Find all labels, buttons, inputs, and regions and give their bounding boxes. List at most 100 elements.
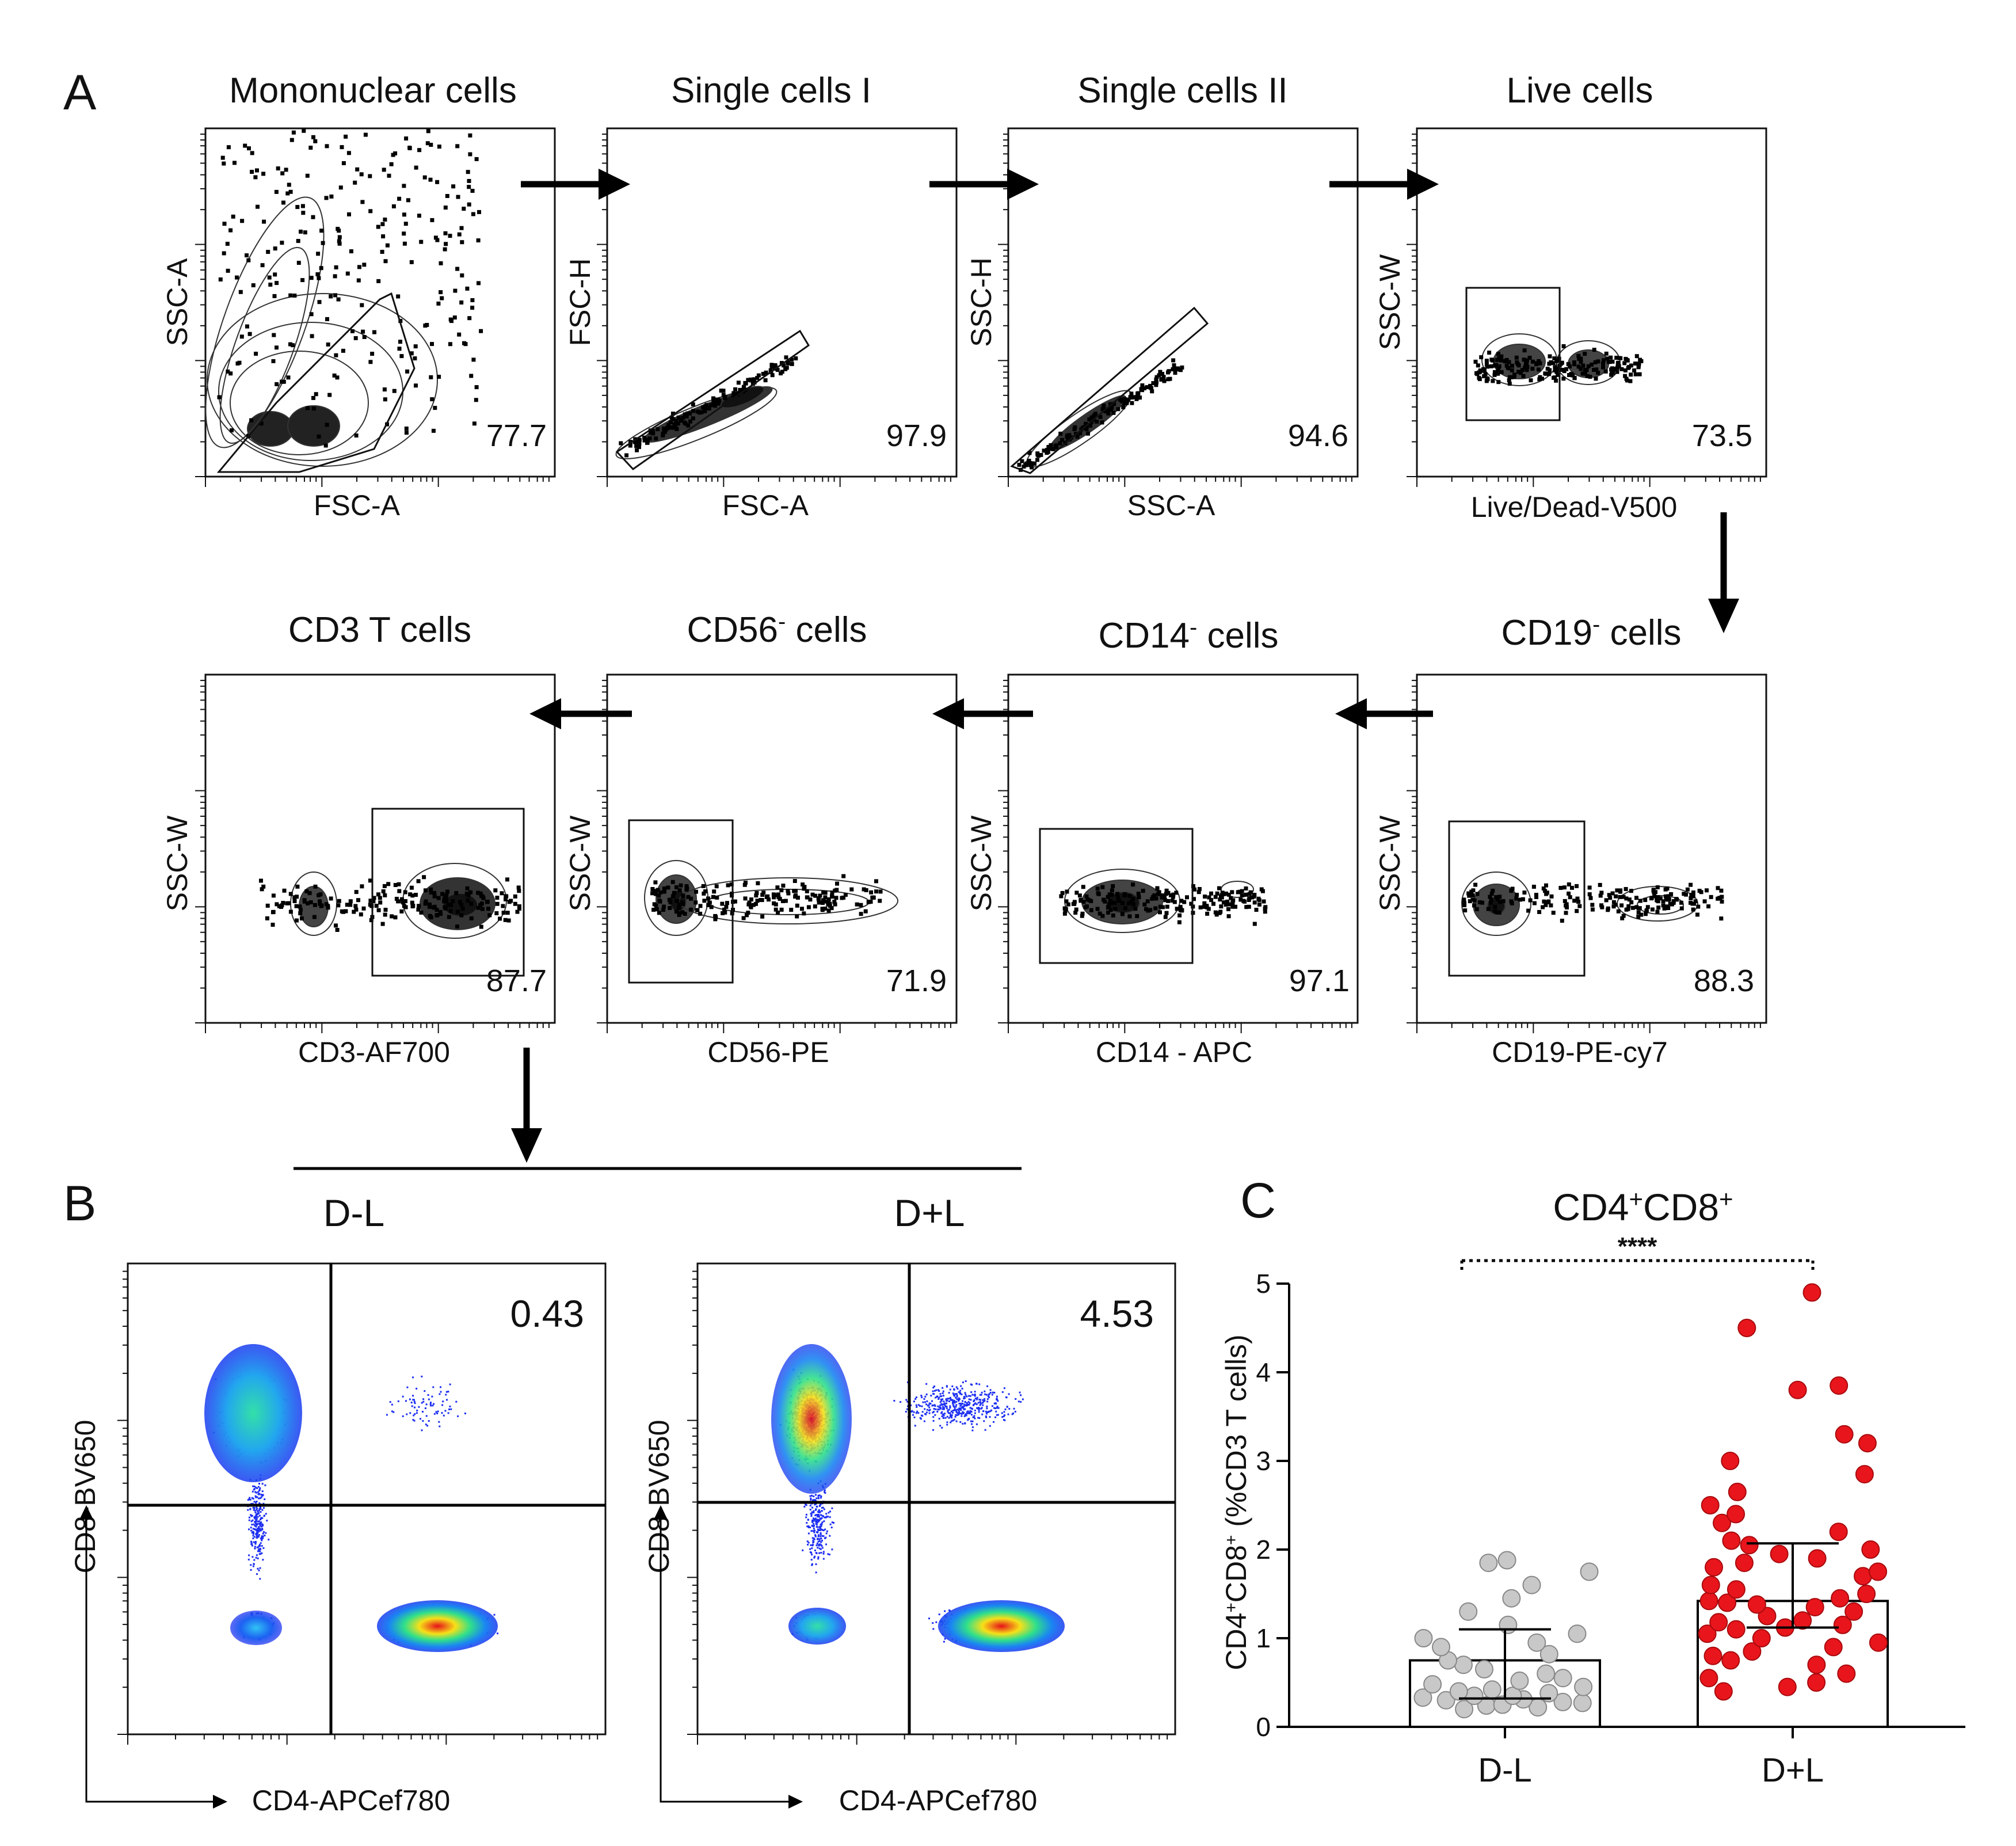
- data-point: [1568, 1624, 1587, 1643]
- y-axis-label: CD8-BV650: [643, 1420, 675, 1574]
- quadrant-plot-d-plus-l: D+L 4.53 CD4-APCef780 CD8-BV650: [643, 1192, 1176, 1817]
- data-point: [1423, 1675, 1442, 1694]
- panel-letter-c: C: [1240, 1173, 1276, 1228]
- tick-marks: [597, 680, 951, 1033]
- plot-title: CD56- cells: [687, 609, 867, 650]
- data-point: [1510, 1671, 1529, 1690]
- data-point: [1833, 1615, 1852, 1634]
- data-point: [1499, 1615, 1518, 1634]
- density-blob-cd4: [377, 1600, 498, 1652]
- ylabel-tail: (%CD3 T cells): [1220, 1334, 1252, 1535]
- data-point: [1709, 1613, 1728, 1632]
- category-label: D-L: [1478, 1752, 1531, 1789]
- gate-percent: 73.5: [1692, 418, 1752, 453]
- title-superscript: -: [1190, 615, 1197, 640]
- significance-stars: ****: [1618, 1232, 1657, 1261]
- data-point: [1802, 1283, 1821, 1302]
- error-bars: [1459, 1542, 1839, 1700]
- density-blob-cd4: [938, 1600, 1065, 1652]
- title-tail: cells: [1600, 613, 1681, 653]
- gate-percent: 88.3: [1694, 964, 1754, 998]
- y-axis-label: SSC-H: [965, 257, 997, 347]
- data-point: [1432, 1638, 1450, 1657]
- x-axis-label: CD3-AF700: [298, 1036, 450, 1068]
- data-point: [1537, 1664, 1556, 1683]
- data-point: [1454, 1655, 1473, 1674]
- x-axis-label: CD4-APCef780: [252, 1784, 451, 1817]
- title-superscript: -: [778, 609, 786, 634]
- data-point: [1869, 1633, 1888, 1652]
- data-point: [1475, 1660, 1493, 1678]
- data-point: [1699, 1669, 1718, 1688]
- data-point: [1829, 1523, 1848, 1541]
- title-superscript: -: [1592, 612, 1600, 637]
- tick-marks: [687, 1270, 1168, 1745]
- data-point: [1573, 1693, 1592, 1712]
- y-axis-label: SSC-W: [1374, 815, 1406, 911]
- y-tick-label: 0: [1256, 1712, 1271, 1742]
- y-axis-label: CD8-BV650: [69, 1420, 101, 1574]
- density-blob-dn: [230, 1611, 282, 1645]
- y-axis-label: SSC-W: [965, 815, 997, 911]
- flow-arrow-right-1: [521, 169, 630, 200]
- gating-plot-cd14-neg: CD14- cells 97.1 CD14 - APC SSC-W: [965, 615, 1359, 1068]
- y-tick-label: 5: [1256, 1269, 1271, 1299]
- group-label: D+L: [894, 1192, 965, 1234]
- x-axis-label: CD4-APCef780: [839, 1784, 1038, 1817]
- data-points: [1413, 1283, 1888, 1719]
- data-point: [1835, 1425, 1854, 1444]
- data-point: [1701, 1496, 1720, 1514]
- gate-percent: 97.9: [886, 418, 947, 453]
- plot-frame: [1007, 673, 1359, 1024]
- ylabel-part-a: CD4: [1220, 1613, 1252, 1670]
- data-point: [1479, 1554, 1498, 1573]
- y-tick-label: 4: [1256, 1357, 1271, 1387]
- gate-percent: 94.6: [1288, 418, 1348, 453]
- scatter-events: [1462, 882, 1724, 923]
- data-point: [1861, 1540, 1880, 1559]
- plot-title: CD3 T cells: [288, 610, 471, 650]
- x-axis-label: CD56-PE: [707, 1036, 829, 1068]
- contour-population: [205, 196, 438, 467]
- data-point: [1747, 1595, 1766, 1614]
- plot-title: Live cells: [1507, 71, 1653, 111]
- scatter-events: [259, 875, 521, 932]
- data-point: [1807, 1655, 1826, 1674]
- data-point: [1455, 1700, 1474, 1719]
- title-sup-a: +: [1629, 1185, 1643, 1212]
- data-point: [1553, 1692, 1572, 1711]
- data-point: [1713, 1513, 1731, 1532]
- data-point: [1699, 1592, 1718, 1611]
- title-main: CD14: [1098, 616, 1190, 656]
- quadrant-percent: 4.53: [1080, 1292, 1154, 1335]
- data-point: [1580, 1562, 1599, 1581]
- data-point: [1574, 1677, 1593, 1696]
- gate-rectangle: [1465, 287, 1561, 421]
- gate-percent: 71.9: [886, 964, 947, 998]
- axis-orientation-arrows-1: [79, 1505, 227, 1809]
- plot-title: Single cells I: [671, 71, 871, 111]
- data-point: [1698, 1624, 1717, 1643]
- plot-title: Mononuclear cells: [229, 71, 517, 111]
- tick-marks: [117, 1270, 599, 1745]
- data-point: [1855, 1465, 1874, 1484]
- flow-arrow-left-3: [529, 698, 632, 729]
- data-point: [1737, 1319, 1756, 1337]
- data-point: [1714, 1682, 1733, 1701]
- data-point: [1718, 1593, 1737, 1612]
- data-point: [1793, 1611, 1812, 1630]
- gating-plot-cd3-t-cells: CD3 T cells 87.7 CD3-AF700 SSC-W: [161, 610, 556, 1068]
- plot-title: CD14- cells: [1098, 615, 1278, 656]
- gating-plot-single-cells-1: Single cells I 97.9 FSC-A FSC-H: [564, 71, 958, 522]
- panel-letter-a: A: [63, 65, 97, 120]
- scatter-events: [1473, 344, 1644, 386]
- gate-percent: 87.7: [486, 964, 547, 998]
- group-label: D-L: [323, 1192, 384, 1234]
- data-point: [1858, 1434, 1877, 1453]
- data-point: [1527, 1633, 1546, 1652]
- data-point: [1778, 1677, 1797, 1696]
- data-point: [1743, 1642, 1762, 1661]
- ylabel-sup-b: +: [1222, 1535, 1241, 1546]
- data-point: [1727, 1620, 1746, 1639]
- plot-frame: [1416, 673, 1767, 1024]
